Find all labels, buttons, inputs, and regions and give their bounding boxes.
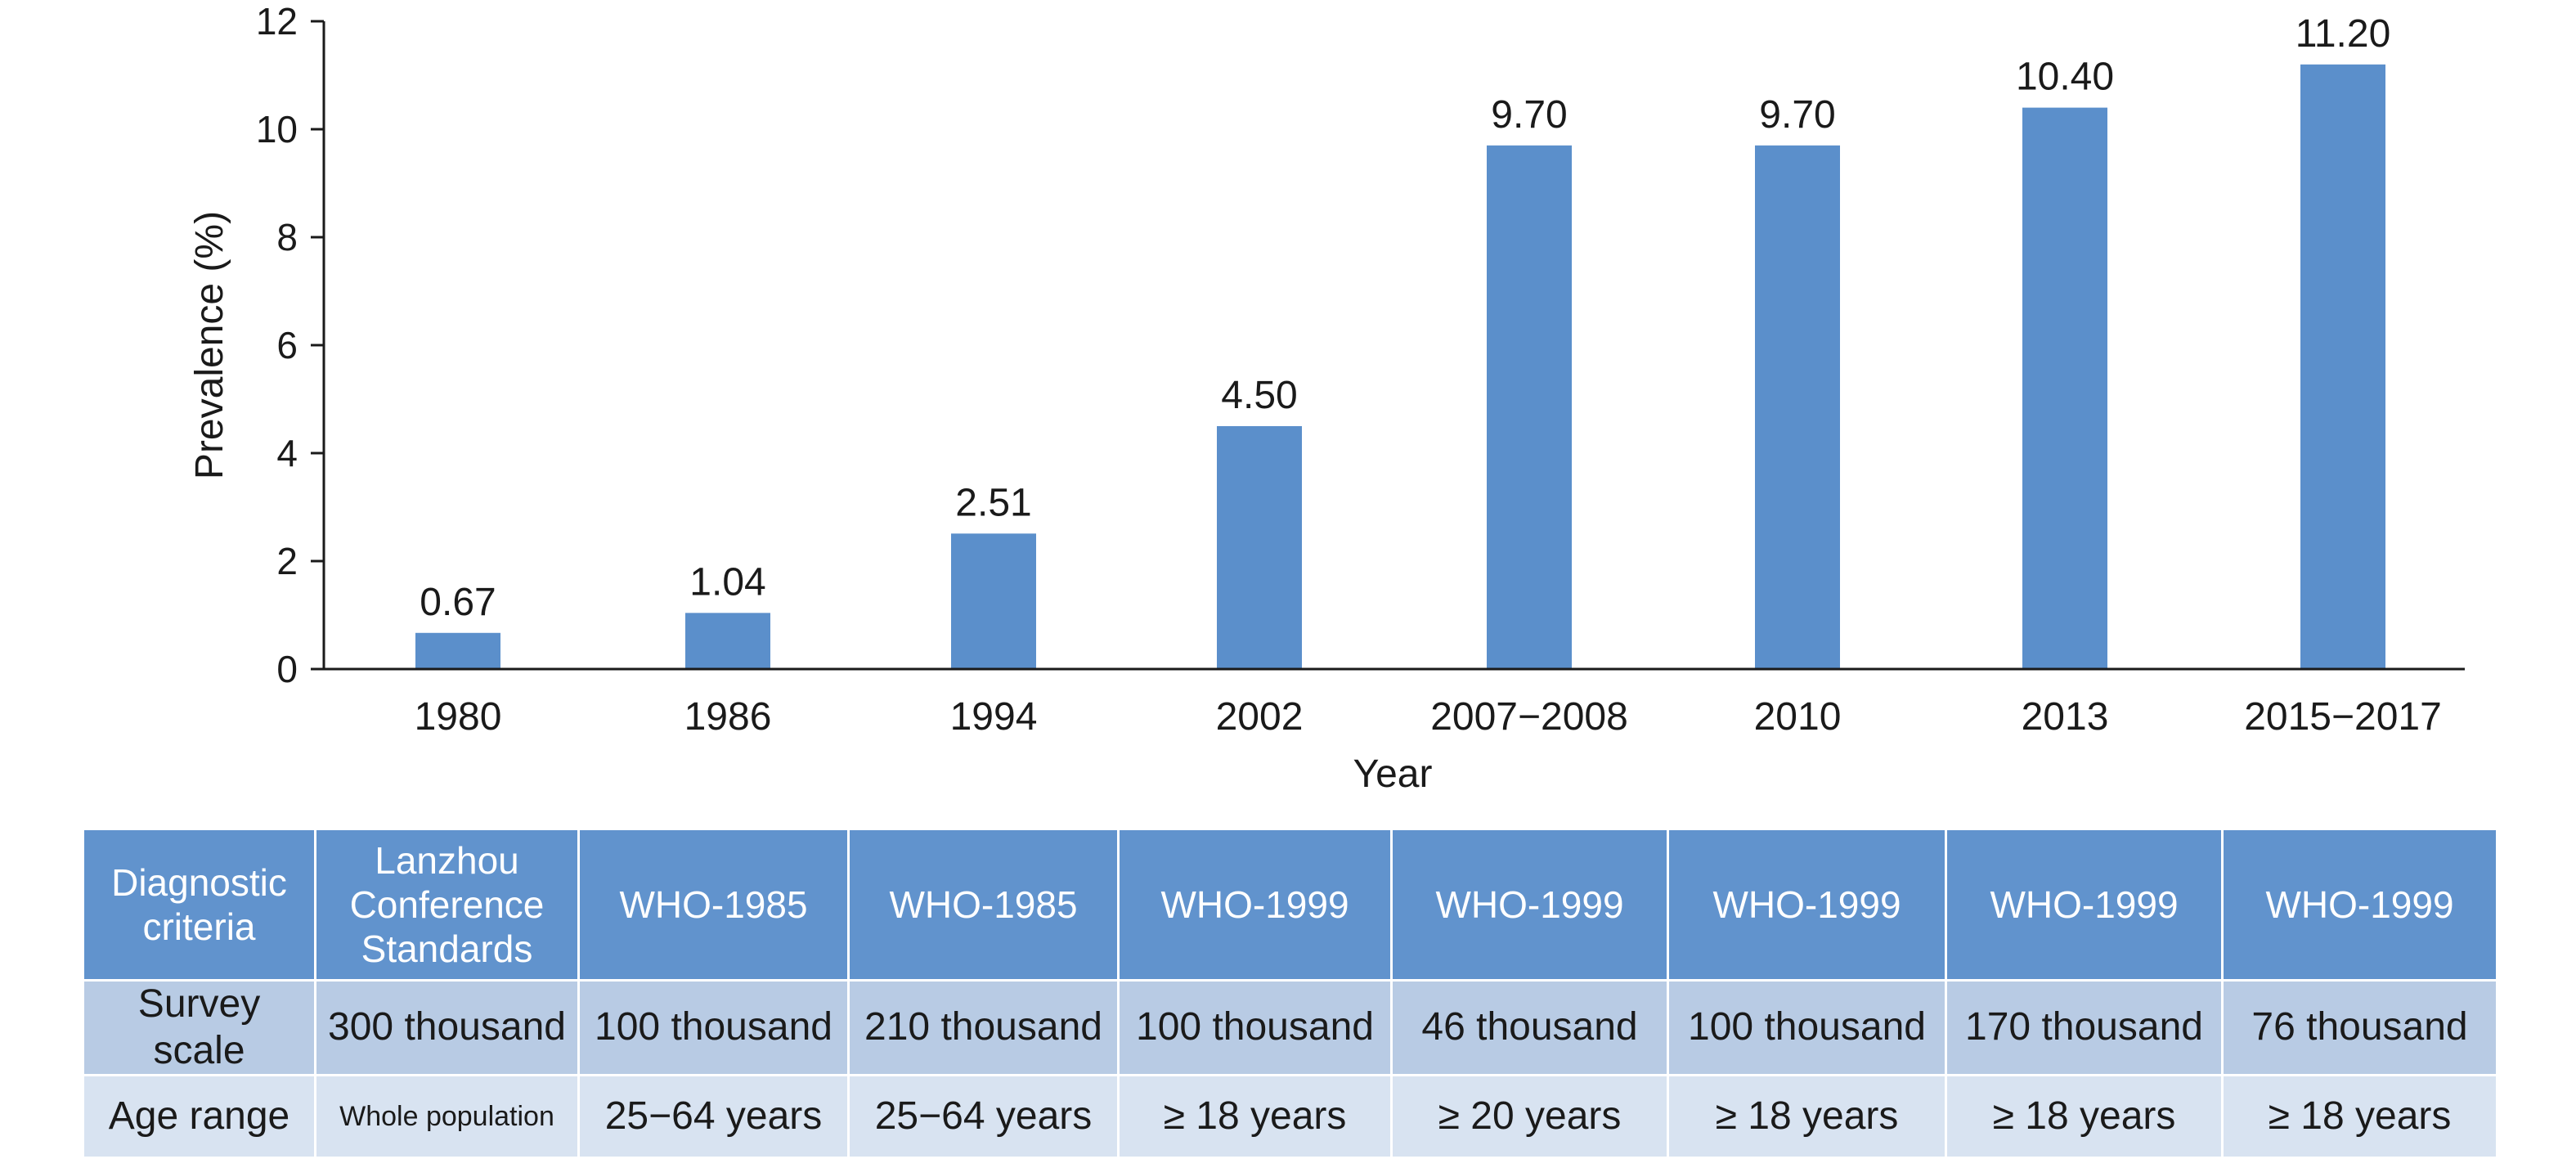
table-cell: WHO-1985 [847,828,1120,982]
x-tick-label: 2013 [2022,695,2109,739]
x-axis-tick-labels: 1980 1986 1994 2002 2007−2008 2010 2013 2015−20… [415,695,2442,739]
prevalence-bar-chart: 0 2 4 6 8 10 12 0.67 1.04 2.51 4.50 9.70 9.70 10.40 1… [188,0,2465,796]
age-range-row: Age range Whole population 25−64 years 2… [82,1074,2498,1159]
y-tick-label: 0 [276,648,298,690]
value-label: 11.20 [2296,12,2391,56]
diagnostic-criteria-row: Diagnostic criteria Lanzhou Conference S… [82,828,2498,982]
value-label: 10.40 [2016,56,2114,99]
bars [415,64,2385,670]
table-cell: Lanzhou Conference Standards [314,828,580,982]
bar [2300,64,2385,670]
y-tick-label: 2 [276,540,298,582]
y-tick-label: 6 [276,324,298,366]
table-cell: ≥ 18 years [1945,1074,2224,1159]
y-axis-ticks: 0 2 4 6 8 10 12 [256,0,324,690]
table-cell: 25−64 years [847,1074,1120,1159]
table-cell: WHO-1999 [2221,828,2498,982]
survey-details-table: Diagnostic criteria Lanzhou Conference S… [82,828,2498,1159]
x-tick-label: 1986 [684,695,772,739]
table-cell: 210 thousand [847,978,1120,1077]
x-tick-label: 2002 [1216,695,1304,739]
x-tick-label: 2010 [1754,695,1842,739]
value-labels: 0.67 1.04 2.51 4.50 9.70 9.70 10.40 11.20 [420,12,2390,624]
row-label: Age range [82,1074,316,1159]
y-tick-label: 10 [256,108,298,150]
survey-scale-row: Survey scale 300 thousand 100 thousand 2… [82,978,2498,1077]
table-cell: 300 thousand [314,978,580,1077]
value-label: 9.70 [1491,93,1567,137]
bar [685,613,770,669]
table-cell: Whole population [314,1074,580,1159]
table-cell: WHO-1985 [577,828,850,982]
bar [1217,426,1302,669]
y-tick-label: 4 [276,432,298,474]
x-tick-label: 2007−2008 [1430,695,1628,739]
bar [1487,145,1572,670]
row-label: Survey scale [82,978,316,1077]
table-cell: 100 thousand [577,978,850,1077]
row-label: Diagnostic criteria [82,828,316,982]
y-axis-title: Prevalence (%) [188,211,231,479]
y-tick-label: 12 [256,0,298,43]
table-cell: ≥ 18 years [1667,1074,1947,1159]
x-tick-label: 2015−2017 [2244,695,2442,739]
value-label: 1.04 [689,560,765,604]
y-tick-label: 8 [276,216,298,258]
bar [951,533,1036,669]
table-cell: 100 thousand [1117,978,1393,1077]
table-cell: ≥ 20 years [1390,1074,1669,1159]
bar [415,632,500,669]
bar [2022,107,2107,670]
table-cell: 76 thousand [2221,978,2498,1077]
table-cell: WHO-1999 [1390,828,1669,982]
table-cell: WHO-1999 [1945,828,2224,982]
table-cell: 100 thousand [1667,978,1947,1077]
table-cell: ≥ 18 years [2221,1074,2498,1159]
value-label: 0.67 [420,581,496,624]
x-tick-label: 1980 [415,695,502,739]
table-cell: ≥ 18 years [1117,1074,1393,1159]
table-cell: 170 thousand [1945,978,2224,1077]
value-label: 2.51 [955,481,1031,524]
bar [1755,145,1840,670]
table-cell: WHO-1999 [1117,828,1393,982]
table-cell: 25−64 years [577,1074,850,1159]
x-axis-title: Year [1353,752,1433,796]
table-cell: WHO-1999 [1667,828,1947,982]
value-label: 9.70 [1759,93,1835,137]
table-cell: 46 thousand [1390,978,1669,1077]
value-label: 4.50 [1221,374,1297,417]
x-tick-label: 1994 [950,695,1038,739]
